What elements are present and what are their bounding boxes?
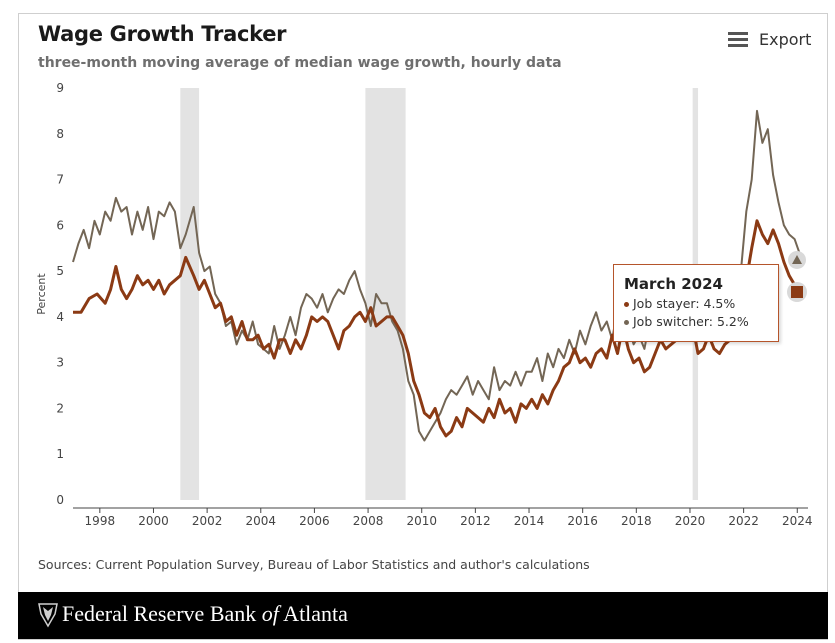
stayer-dot-icon (624, 302, 629, 307)
sources-note: Sources: Current Population Survey, Bure… (38, 557, 590, 572)
x-tick-label: 1998 (85, 514, 116, 528)
x-tick-label: 2012 (460, 514, 491, 528)
y-tick-label: 9 (56, 81, 64, 95)
x-tick-label: 2004 (246, 514, 277, 528)
x-tick-label: 2016 (567, 514, 598, 528)
y-tick-label: 2 (56, 401, 64, 415)
y-tick-label: 4 (56, 310, 64, 324)
recession-band (365, 88, 406, 500)
brand-of: of (261, 601, 279, 626)
export-label: Export (759, 30, 812, 49)
y-tick-label: 3 (56, 356, 64, 370)
tooltip-row-stayer: Job stayer: 4.5% (624, 296, 778, 311)
recession-band (180, 88, 200, 500)
x-tick-label: 2018 (621, 514, 652, 528)
x-tick-label: 2024 (782, 514, 813, 528)
x-tick-label: 2000 (138, 514, 169, 528)
chart-title: Wage Growth Tracker (38, 22, 287, 46)
chart-subtitle: three-month moving average of median wag… (38, 55, 562, 71)
x-tick-label: 2002 (192, 514, 223, 528)
y-axis-label: Percent (35, 273, 48, 315)
x-tick-label: 2020 (675, 514, 706, 528)
chart-tooltip: March 2024 Job stayer: 4.5% Job switcher… (613, 264, 779, 342)
footer-bar: Federal Reserve Bank of Atlanta (18, 592, 828, 639)
brand-prefix: Federal Reserve Bank (62, 601, 262, 626)
footer-brand: Federal Reserve Bank of Atlanta (62, 601, 348, 627)
switcher-dot-icon (624, 320, 629, 325)
y-tick-label: 7 (56, 173, 64, 187)
y-tick-label: 1 (56, 447, 64, 461)
x-tick-label: 2022 (728, 514, 759, 528)
y-tick-label: 5 (56, 264, 64, 278)
tooltip-switcher-text: Job switcher: 5.2% (633, 314, 749, 329)
x-tick-label: 2014 (514, 514, 545, 528)
stayer-marker (791, 286, 803, 298)
tooltip-stayer-text: Job stayer: 4.5% (633, 296, 736, 311)
x-tick-label: 2008 (353, 514, 384, 528)
brand-suffix: Atlanta (278, 601, 348, 626)
x-tick-label: 2006 (299, 514, 330, 528)
eagle-seal-icon (38, 603, 58, 628)
tooltip-row-switcher: Job switcher: 5.2% (624, 314, 778, 329)
menu-icon (728, 31, 748, 47)
switcher-marker (792, 254, 802, 264)
export-button[interactable]: Export (728, 30, 811, 49)
y-tick-label: 0 (56, 493, 64, 507)
y-tick-label: 6 (56, 218, 64, 232)
tooltip-title: March 2024 (624, 275, 723, 293)
y-tick-label: 8 (56, 127, 64, 141)
x-tick-label: 2010 (406, 514, 437, 528)
